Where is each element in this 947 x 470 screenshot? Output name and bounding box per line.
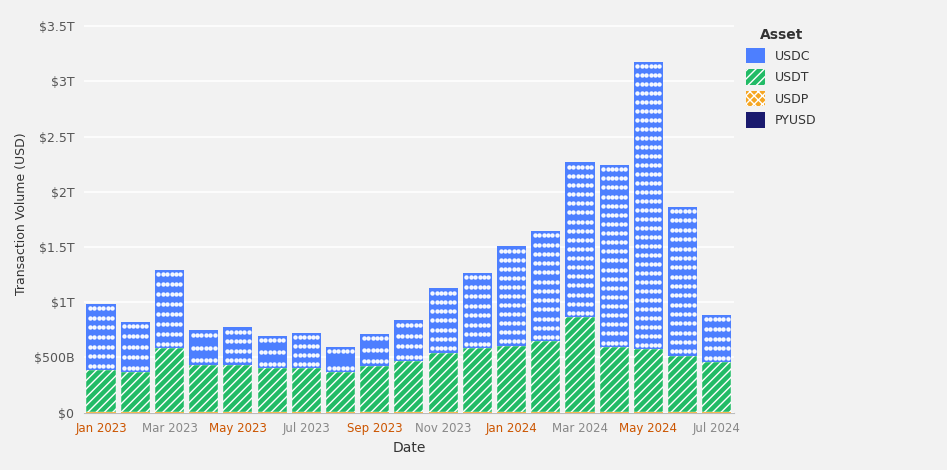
Bar [360, 366, 389, 412]
Bar [463, 273, 491, 348]
Bar [189, 330, 218, 365]
Bar [326, 372, 355, 412]
Bar [703, 315, 731, 362]
Bar [565, 317, 595, 412]
Bar [120, 321, 150, 372]
Bar [223, 365, 253, 412]
Bar [668, 356, 697, 412]
Bar [565, 163, 595, 317]
Bar [599, 164, 629, 347]
Bar [155, 348, 184, 412]
Bar [668, 207, 697, 356]
Bar [429, 289, 457, 352]
Bar [292, 368, 321, 412]
Bar [360, 334, 389, 366]
Bar [703, 362, 731, 412]
Bar [86, 370, 116, 412]
Legend: USDC, USDT, USDP, PYUSD: USDC, USDT, USDP, PYUSD [741, 21, 823, 134]
Bar [258, 336, 287, 368]
Bar [531, 231, 561, 342]
Bar [223, 327, 253, 365]
Bar [497, 346, 527, 412]
Bar [463, 348, 491, 412]
Bar [429, 352, 457, 412]
Bar [394, 361, 423, 412]
Bar [120, 372, 150, 412]
Bar [634, 349, 663, 412]
Bar [599, 347, 629, 412]
Bar [394, 321, 423, 361]
Bar [189, 365, 218, 412]
X-axis label: Date: Date [392, 441, 425, 455]
Bar [86, 304, 116, 370]
Bar [258, 368, 287, 412]
Bar [326, 347, 355, 372]
Y-axis label: Transaction Volume (USD): Transaction Volume (USD) [15, 133, 28, 295]
Bar [292, 333, 321, 368]
Bar [497, 246, 527, 346]
Bar [531, 342, 561, 412]
Bar [634, 62, 663, 349]
Bar [155, 270, 184, 348]
